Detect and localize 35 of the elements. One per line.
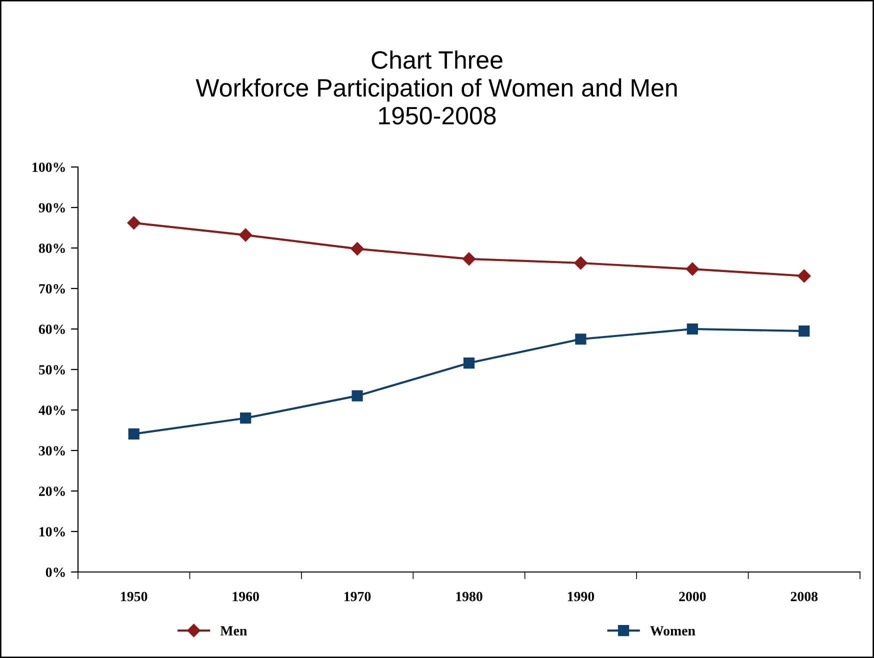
- point: [128, 428, 140, 440]
- y-tick-label: 60%: [38, 324, 65, 334]
- point: [686, 323, 698, 335]
- point: [798, 269, 811, 283]
- legend-label: Women: [650, 626, 696, 636]
- x-tick-label: 1970: [344, 592, 371, 602]
- point: [463, 357, 475, 369]
- y-tick-label: 80%: [38, 244, 65, 253]
- point: [686, 262, 700, 276]
- x-tick-label: 2000: [679, 592, 706, 602]
- point: [240, 412, 252, 424]
- point: [798, 325, 810, 337]
- y-tick-label: 40%: [38, 406, 65, 415]
- y-tick-label: 20%: [39, 486, 65, 496]
- x-tick-label: 1960: [232, 592, 259, 602]
- point: [352, 390, 363, 402]
- x-tick-label: 1980: [456, 592, 482, 602]
- y-tick-label: 70%: [39, 284, 65, 294]
- legend-label: Men: [220, 626, 247, 636]
- y-tick-label: 90%: [38, 203, 65, 212]
- point: [238, 228, 252, 242]
- y-tick-label: 0%: [46, 568, 65, 577]
- x-tick-label: 1990: [568, 592, 594, 602]
- point: [127, 216, 140, 230]
- point: [575, 334, 586, 345]
- point: [350, 242, 364, 256]
- x-tick-label: 1950: [121, 592, 148, 602]
- point: [462, 252, 476, 266]
- y-tick-label: 100%: [32, 162, 65, 172]
- y-tick-label: 10%: [40, 527, 65, 536]
- point: [574, 256, 588, 270]
- chart-title: Chart Three Workforce Participation of Women and Men 1950-2008: [196, 50, 677, 125]
- y-tick-label: 30%: [38, 446, 65, 456]
- x-tick-label: 2008: [790, 592, 818, 602]
- y-tick-label: 50%: [38, 365, 65, 374]
